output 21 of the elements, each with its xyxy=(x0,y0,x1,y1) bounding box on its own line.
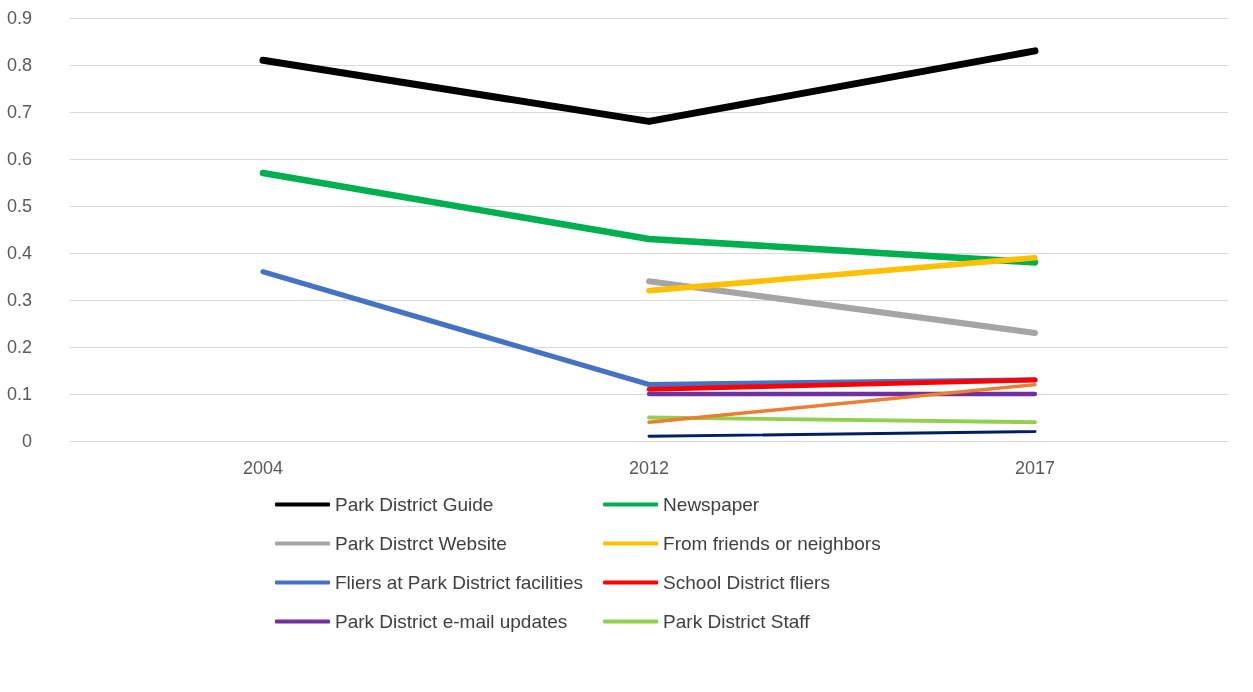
y-tick-label: 0 xyxy=(21,431,32,451)
legend-label: Park District e-mail updates xyxy=(335,611,568,632)
x-tick-label: 2017 xyxy=(1014,458,1056,478)
x-tick-label: 2012 xyxy=(628,458,670,478)
y-tick-label: 0.3 xyxy=(6,290,32,310)
legend-label: Park District Staff xyxy=(663,611,811,632)
y-tick-label: 0.8 xyxy=(6,55,32,75)
y-tick-label: 0.2 xyxy=(6,337,32,357)
legend-label: Fliers at Park District facilities xyxy=(335,572,584,593)
y-tick-label: 0.4 xyxy=(6,243,32,263)
y-tick-label: 0.9 xyxy=(6,8,32,28)
legend-label: From friends or neighbors xyxy=(663,533,881,554)
y-tick-label: 0.5 xyxy=(6,196,32,216)
legend-label: Park Distrct Website xyxy=(335,533,507,554)
x-tick-label: 2004 xyxy=(242,458,284,478)
legend-label: Park District Guide xyxy=(335,494,494,515)
y-tick-label: 0.1 xyxy=(6,384,32,404)
legend-label: Newspaper xyxy=(663,494,760,515)
y-tick-label: 0.6 xyxy=(6,149,32,169)
legend-label: School District fliers xyxy=(663,572,830,593)
y-tick-label: 0.7 xyxy=(6,102,32,122)
